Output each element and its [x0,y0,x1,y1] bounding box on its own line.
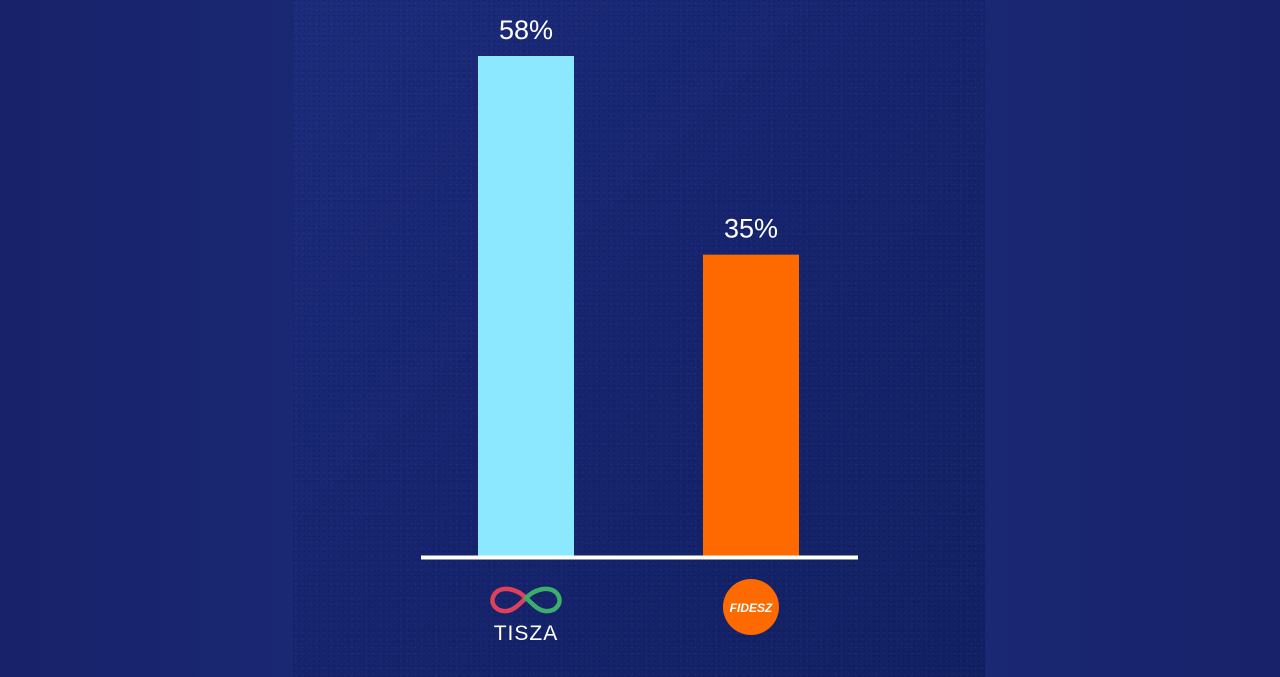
chart-panel [293,0,985,677]
tisza-label: TISZA [494,622,559,645]
tisza-logo-icon [490,586,562,614]
bars-group [478,56,799,557]
right-backdrop [985,0,1280,677]
left-backdrop [0,0,293,677]
fidesz-logo-text: FIDESZ [730,601,773,615]
tisza-logo-left-loop [490,586,529,614]
value-label-fidesz: 35% [724,214,778,244]
fidesz-logo-circle [723,579,779,635]
bar-fidesz [703,254,799,557]
value-labels-group: 58% 35% [499,15,778,244]
tisza-logo-right-loop [523,586,562,614]
value-label-tisza: 58% [499,15,553,45]
bar-tisza [478,56,574,557]
fidesz-logo-icon: FIDESZ [723,579,779,635]
